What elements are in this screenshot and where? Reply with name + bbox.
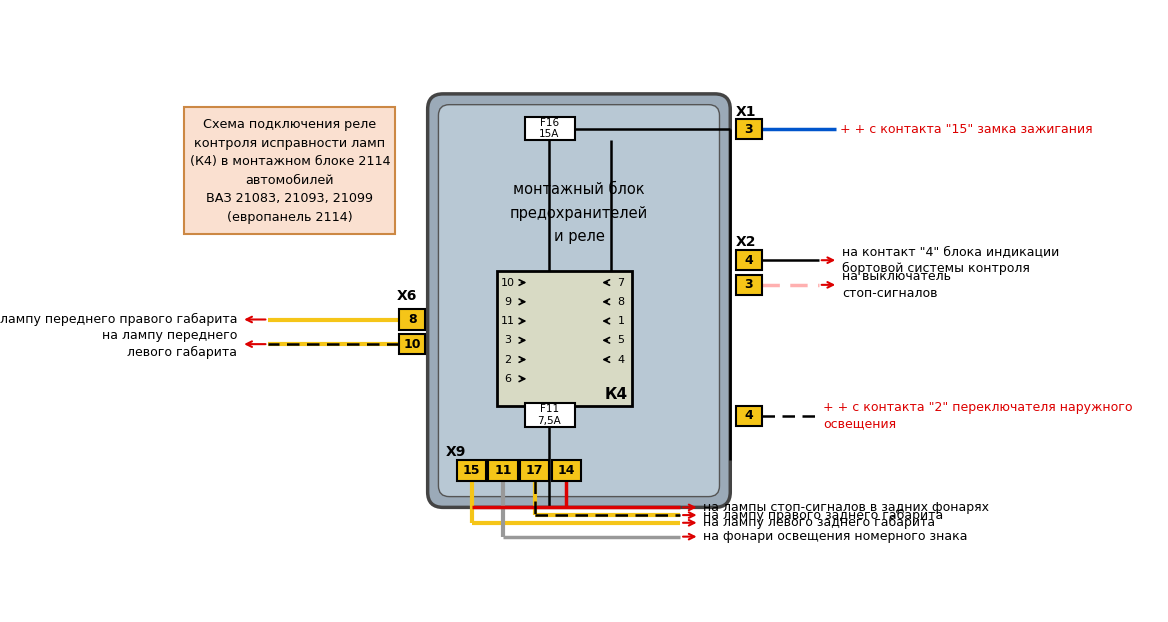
Text: 9: 9 bbox=[505, 297, 512, 307]
Text: на лампы стоп-сигналов в задних фонарях: на лампы стоп-сигналов в задних фонарях bbox=[703, 501, 989, 514]
Text: 6: 6 bbox=[505, 374, 512, 384]
Text: на фонари освещения номерного знака: на фонари освещения номерного знака bbox=[703, 530, 968, 543]
Text: 14: 14 bbox=[557, 464, 575, 477]
Bar bbox=[520, 460, 549, 481]
Bar bbox=[736, 275, 762, 295]
Text: К4: К4 bbox=[605, 387, 628, 402]
Text: 3: 3 bbox=[744, 123, 753, 136]
Text: 4: 4 bbox=[744, 254, 753, 267]
FancyBboxPatch shape bbox=[427, 94, 730, 508]
Text: 8: 8 bbox=[618, 297, 625, 307]
Bar bbox=[736, 250, 762, 270]
Text: X1: X1 bbox=[736, 104, 756, 119]
Bar bbox=[551, 460, 580, 481]
Text: на лампу переднего правого габарита: на лампу переднего правого габарита bbox=[0, 313, 237, 326]
Text: 11: 11 bbox=[494, 464, 512, 477]
Text: F16
15A: F16 15A bbox=[540, 118, 559, 139]
Bar bbox=[183, 107, 395, 234]
Text: 1: 1 bbox=[618, 316, 625, 326]
Text: 11: 11 bbox=[501, 316, 515, 326]
Text: 5: 5 bbox=[618, 335, 625, 345]
Bar bbox=[457, 460, 486, 481]
Text: на выключатель
стоп-сигналов: на выключатель стоп-сигналов bbox=[842, 270, 951, 300]
Text: 3: 3 bbox=[744, 279, 753, 291]
Text: 4: 4 bbox=[744, 409, 753, 422]
Text: 8: 8 bbox=[408, 313, 417, 326]
Text: + + с контакта "15" замка зажигания: + + с контакта "15" замка зажигания bbox=[840, 123, 1092, 136]
FancyBboxPatch shape bbox=[438, 104, 719, 496]
Text: 10: 10 bbox=[501, 277, 515, 287]
Text: X6: X6 bbox=[397, 289, 417, 304]
Bar bbox=[496, 271, 632, 406]
Bar bbox=[524, 404, 575, 427]
Text: X2: X2 bbox=[736, 236, 756, 249]
Text: X9: X9 bbox=[445, 445, 466, 459]
Text: 3: 3 bbox=[505, 335, 512, 345]
Bar bbox=[488, 460, 517, 481]
Text: на лампу переднего
левого габарита: на лампу переднего левого габарита bbox=[102, 329, 237, 359]
Text: F11
7,5A: F11 7,5A bbox=[537, 404, 561, 426]
Text: + + с контакта "2" переключателя наружного
освещения: + + с контакта "2" переключателя наружно… bbox=[823, 401, 1133, 431]
Text: на контакт "4" блока индикации
бортовой системы контроля: на контакт "4" блока индикации бортовой … bbox=[842, 245, 1059, 276]
Text: 4: 4 bbox=[618, 355, 625, 364]
Text: X4: X4 bbox=[736, 415, 756, 429]
Text: монтажный блок
предохранителей
и реле: монтажный блок предохранителей и реле bbox=[510, 182, 648, 244]
Bar bbox=[736, 119, 762, 139]
Text: на лампу левого заднего габарита: на лампу левого заднего габарита bbox=[703, 516, 936, 529]
Bar bbox=[399, 310, 425, 330]
Bar bbox=[736, 406, 762, 426]
Text: 7: 7 bbox=[618, 277, 625, 287]
Text: 17: 17 bbox=[526, 464, 543, 477]
Bar bbox=[399, 334, 425, 354]
Text: Схема подключения реле
контроля исправности ламп
(К4) в монтажном блоке 2114
авт: Схема подключения реле контроля исправно… bbox=[189, 118, 390, 224]
Text: 2: 2 bbox=[505, 355, 512, 364]
Text: 10: 10 bbox=[403, 338, 420, 351]
Bar bbox=[524, 117, 575, 140]
Text: 15: 15 bbox=[463, 464, 480, 477]
Text: на лампу правого заднего габарита: на лампу правого заднего габарита bbox=[703, 509, 944, 522]
